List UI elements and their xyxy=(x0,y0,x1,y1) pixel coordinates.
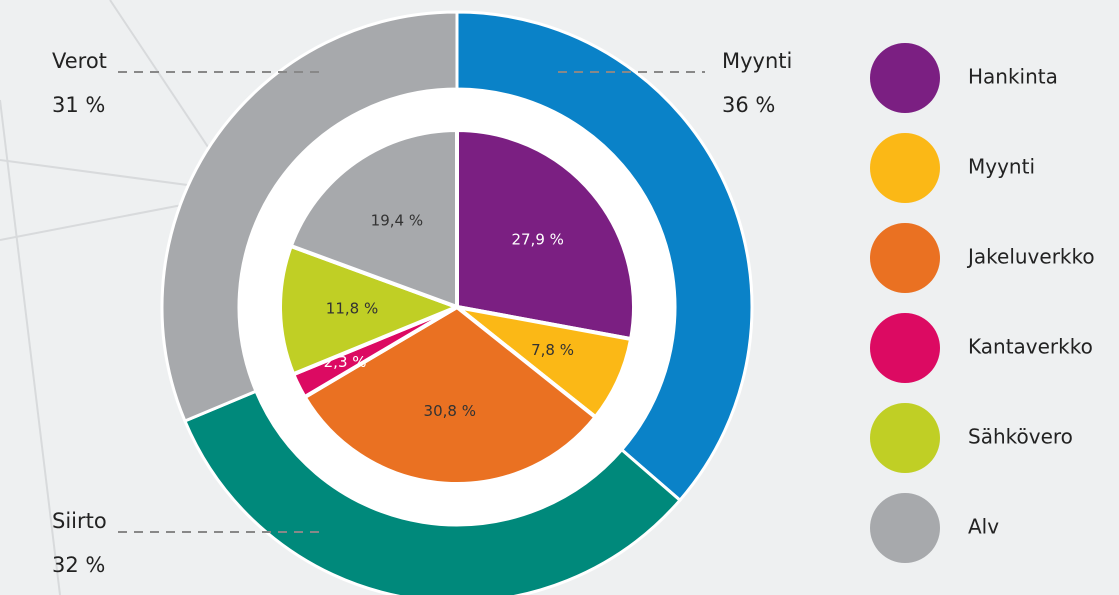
segment-value-label: 36 % xyxy=(722,93,775,117)
legend-label: Jakeluverkko xyxy=(966,245,1095,269)
slice-value-label: 27,9 % xyxy=(511,230,563,248)
legend-label: Kantaverkko xyxy=(968,335,1093,359)
legend-swatch xyxy=(870,223,940,293)
segment-value-label: 31 % xyxy=(52,93,105,117)
chart: Myynti 36 % Siirto 32 % Verot 31 % 27,9 % 7,8 %… xyxy=(0,0,1119,595)
legend-swatch xyxy=(870,313,940,383)
segment-value-label: 32 % xyxy=(52,553,105,577)
slice-value-label: 19,4 % xyxy=(371,211,423,229)
legend-label: Alv xyxy=(968,515,999,539)
segment-name: Verot xyxy=(52,49,107,73)
legend-swatch xyxy=(870,133,940,203)
segment-name: Myynti xyxy=(722,49,792,73)
slice-value-label: 11,8 % xyxy=(326,299,378,317)
legend-swatch xyxy=(870,403,940,473)
legend-label: Sähkövero xyxy=(968,425,1073,449)
slice-value-label: 7,8 % xyxy=(531,341,574,359)
legend-swatch xyxy=(870,43,940,113)
legend-swatch xyxy=(870,493,940,563)
slice-value-label: 30,8 % xyxy=(424,402,476,420)
segment-name: Siirto xyxy=(52,509,107,533)
legend-label: Myynti xyxy=(968,155,1035,179)
legend-label: Hankinta xyxy=(968,65,1058,89)
